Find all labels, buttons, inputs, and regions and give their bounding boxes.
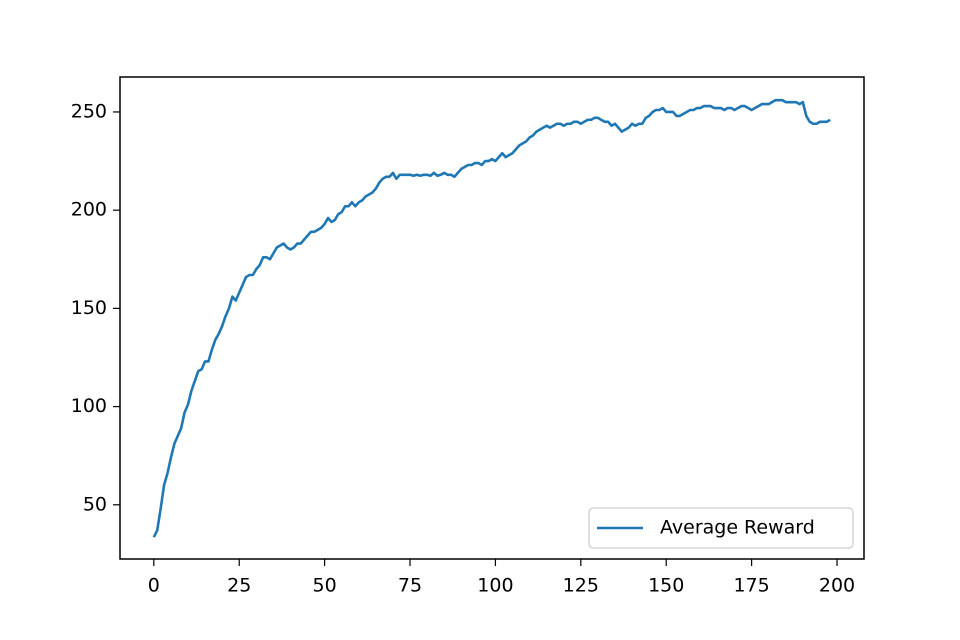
y-tick-label: 100 [71, 395, 107, 417]
y-tick-label: 200 [71, 199, 107, 221]
plot-frame [119, 76, 865, 560]
x-tick-label: 0 [148, 575, 160, 597]
x-tick-label: 75 [398, 575, 422, 597]
x-tick-label: 25 [227, 575, 251, 597]
x-tick-label: 125 [563, 575, 599, 597]
line-series [152, 98, 831, 538]
x-tick-label: 175 [733, 575, 769, 597]
legend-box [588, 507, 854, 549]
y-tick-label: 50 [83, 493, 107, 515]
x-tick-label: 150 [648, 575, 684, 597]
y-tick-label: 150 [71, 297, 107, 319]
x-tick-label: 200 [819, 575, 855, 597]
x-tick-label: 50 [313, 575, 337, 597]
y-tick-label: 250 [71, 100, 107, 122]
legend-label: Average Reward [660, 517, 815, 539]
x-tick-label: 100 [477, 575, 513, 597]
